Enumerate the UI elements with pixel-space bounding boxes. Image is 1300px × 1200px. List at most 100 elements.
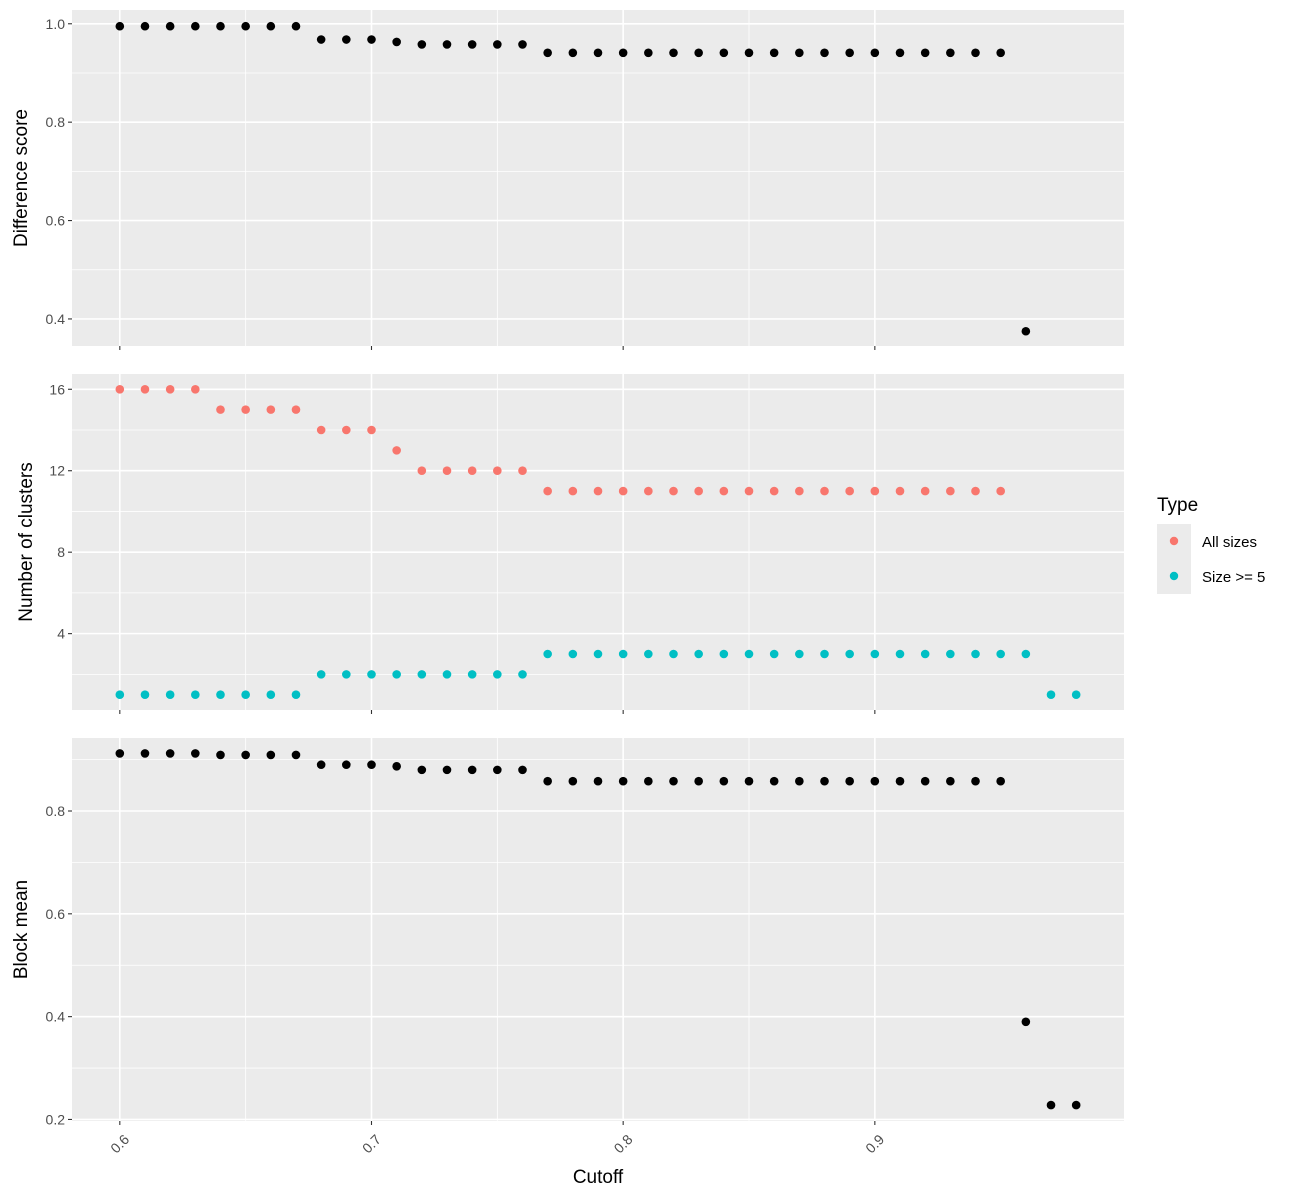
data-point: [266, 690, 276, 700]
data-point: [417, 765, 427, 775]
data-point: [593, 649, 603, 659]
data-point: [1046, 1100, 1056, 1110]
y-tick-label: 12: [49, 463, 65, 479]
data-point: [291, 690, 301, 700]
data-point: [467, 670, 477, 679]
data-point: [669, 486, 678, 496]
data-point: [367, 35, 376, 44]
data-point: [493, 670, 502, 679]
data-point: [971, 649, 980, 659]
data-point: [644, 486, 653, 496]
data-point: [417, 670, 427, 679]
data-point: [946, 486, 955, 496]
data-point: [1046, 690, 1056, 700]
legend-key-background: [1157, 524, 1191, 594]
data-point: [417, 466, 427, 476]
data-point: [216, 21, 225, 31]
data-point: [694, 48, 703, 58]
data-point: [518, 765, 527, 775]
data-point: [165, 749, 175, 758]
data-point: [920, 486, 930, 496]
data-point: [568, 649, 578, 659]
data-point: [518, 670, 527, 679]
data-point: [518, 466, 527, 476]
data-point: [241, 690, 250, 700]
data-point: [467, 466, 477, 476]
data-point: [694, 486, 703, 496]
y-tick-label: 1.0: [46, 16, 66, 32]
panel-background: [72, 738, 1124, 1121]
data-point: [769, 776, 779, 786]
x-axis-title: Cutoff: [573, 1167, 624, 1188]
data-point: [593, 48, 603, 58]
data-point: [593, 776, 603, 786]
data-point: [442, 40, 452, 49]
data-point: [996, 649, 1005, 659]
data-point: [115, 690, 125, 700]
data-point: [795, 776, 804, 786]
data-point: [920, 48, 930, 58]
data-point: [316, 425, 326, 435]
y-axis-title-blockmean: Block mean: [11, 880, 32, 979]
data-point: [241, 750, 250, 760]
data-point: [392, 37, 401, 47]
data-point: [744, 649, 754, 659]
data-point: [115, 749, 125, 758]
panel-difference: 0.4 0.6 0.8 1.0 Difference score: [11, 10, 1124, 350]
data-point: [266, 750, 276, 760]
data-point: [795, 486, 804, 496]
y-tick-label: 16: [49, 381, 65, 397]
data-point: [543, 776, 552, 786]
data-point: [392, 670, 401, 679]
x-tick-label: 0.7: [359, 1131, 384, 1156]
data-point: [895, 486, 905, 496]
data-point: [946, 48, 955, 58]
data-point: [1071, 690, 1081, 700]
data-point: [367, 760, 376, 770]
data-point: [845, 48, 854, 58]
data-point: [946, 649, 955, 659]
data-point: [618, 48, 628, 58]
data-point: [467, 40, 477, 49]
data-point: [266, 405, 276, 414]
data-point: [216, 405, 225, 414]
chart-panels: 0.4 0.6 0.8 1.0 Difference score 4 8 12 16 Number…: [11, 10, 1124, 1156]
series-clusters-1: [115, 649, 1081, 700]
data-point: [316, 760, 326, 770]
data-point: [1071, 1100, 1081, 1110]
data-point: [316, 670, 326, 679]
data-point: [115, 21, 125, 31]
data-point: [568, 486, 578, 496]
data-point: [442, 670, 452, 679]
y-axis-title-clusters: Number of clusters: [16, 462, 37, 621]
x-tick-label: 0.6: [107, 1131, 132, 1156]
data-point: [367, 670, 376, 679]
data-point: [291, 405, 301, 414]
data-point: [191, 384, 200, 394]
data-point: [795, 649, 804, 659]
y-tick-label: 0.4: [46, 1009, 66, 1025]
data-point: [920, 649, 930, 659]
y-tick-label: 0.2: [46, 1111, 66, 1127]
data-point: [895, 776, 905, 786]
data-point: [342, 670, 351, 679]
data-point: [216, 750, 225, 760]
data-point: [266, 21, 276, 31]
x-tick-label: 0.8: [611, 1131, 636, 1156]
data-point: [694, 776, 703, 786]
data-point: [543, 48, 552, 58]
data-point: [644, 776, 653, 786]
data-point: [719, 486, 729, 496]
data-point: [493, 765, 502, 775]
data-point: [971, 776, 980, 786]
data-point: [845, 776, 854, 786]
y-tick-label: 4: [57, 626, 65, 642]
y-tick-label: 0.6: [46, 906, 66, 922]
data-point: [769, 48, 779, 58]
y-tick-label: 8: [57, 544, 65, 560]
y-tick-label: 0.8: [46, 114, 66, 130]
data-point: [1021, 649, 1031, 659]
data-point: [946, 776, 955, 786]
data-point: [191, 749, 200, 758]
